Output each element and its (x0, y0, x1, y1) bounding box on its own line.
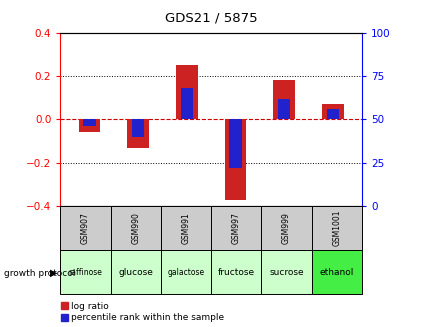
Text: GSM999: GSM999 (282, 212, 290, 244)
Bar (277, 98, 289, 119)
Text: GSM990: GSM990 (131, 212, 140, 244)
Bar (127, 119, 149, 147)
Bar (261, 250, 311, 294)
Text: growth protocol: growth protocol (4, 268, 76, 278)
Text: GSM907: GSM907 (81, 212, 90, 244)
Text: GSM991: GSM991 (181, 212, 190, 244)
Bar (111, 206, 160, 250)
Bar (261, 206, 311, 250)
Text: ▶: ▶ (50, 268, 58, 278)
Bar (132, 119, 144, 137)
Bar (111, 250, 160, 294)
Text: raffinose: raffinose (68, 268, 102, 277)
Text: ethanol: ethanol (319, 268, 353, 277)
Bar (160, 250, 211, 294)
Legend: log ratio, percentile rank within the sample: log ratio, percentile rank within the sa… (60, 302, 224, 322)
Bar (60, 206, 111, 250)
Text: GSM997: GSM997 (231, 212, 240, 244)
Bar (224, 119, 246, 199)
Bar (321, 104, 343, 119)
Bar (211, 250, 261, 294)
Text: galactose: galactose (167, 268, 204, 277)
Text: GDS21 / 5875: GDS21 / 5875 (165, 11, 257, 25)
Text: fructose: fructose (217, 268, 254, 277)
Bar (78, 119, 100, 132)
Text: glucose: glucose (118, 268, 153, 277)
Bar (273, 80, 295, 119)
Bar (311, 206, 361, 250)
Bar (175, 65, 197, 119)
Bar (83, 119, 95, 126)
Text: GSM1001: GSM1001 (332, 210, 341, 246)
Text: sucrose: sucrose (269, 268, 303, 277)
Bar (326, 109, 338, 119)
Bar (160, 206, 211, 250)
Bar (311, 250, 361, 294)
Bar (60, 250, 111, 294)
Bar (180, 88, 193, 119)
Bar (229, 119, 241, 168)
Bar (211, 206, 261, 250)
